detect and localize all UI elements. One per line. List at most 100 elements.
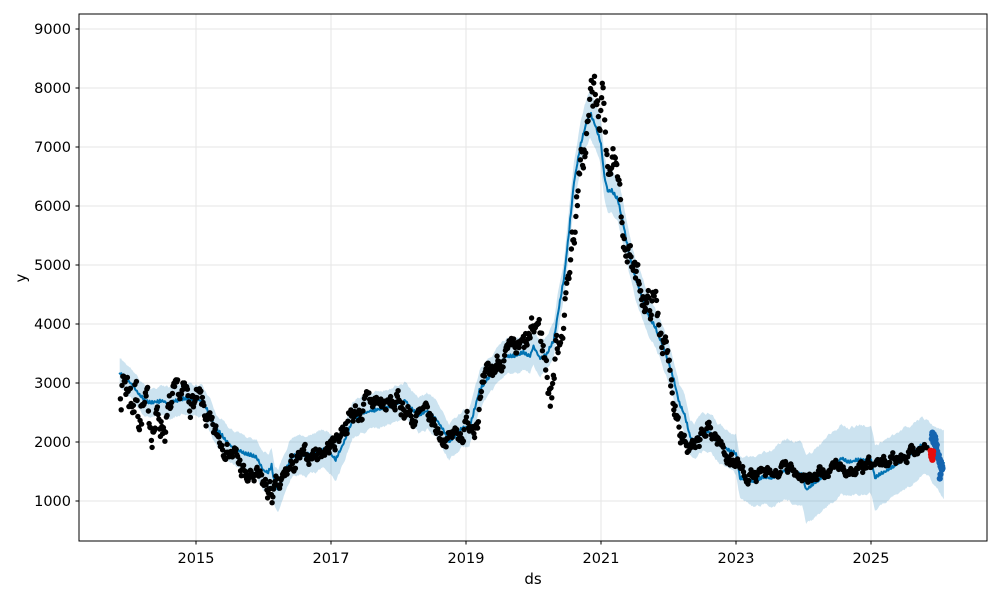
history-point: [158, 418, 164, 425]
history-point: [501, 352, 508, 359]
history-point: [628, 254, 634, 260]
history-point: [904, 459, 910, 466]
history-point: [653, 288, 659, 295]
history-point: [543, 357, 550, 364]
history-point: [500, 364, 506, 370]
history-point: [621, 235, 627, 242]
history-point: [777, 469, 783, 476]
history-point: [551, 375, 557, 382]
history-point: [696, 443, 702, 450]
history-point: [424, 404, 431, 410]
history-point: [475, 419, 482, 425]
history-point: [655, 310, 661, 316]
history-point: [254, 464, 260, 470]
history-point: [617, 196, 624, 203]
history-point: [203, 423, 209, 429]
history-point: [604, 151, 610, 158]
history-point: [720, 444, 726, 450]
axis-tick-labels: 1000 2000 3000 4000 5000 6000 7000 8000 9000 2015…: [34, 22, 889, 567]
history-point: [814, 476, 820, 483]
history-point: [597, 127, 603, 133]
history-point: [198, 388, 204, 394]
history-point: [601, 100, 607, 107]
history-point: [638, 288, 644, 294]
history-point: [194, 395, 200, 401]
history-point: [602, 117, 608, 123]
history-point: [147, 425, 154, 431]
history-point: [136, 427, 143, 433]
history-point: [890, 450, 896, 456]
history-point: [544, 374, 550, 381]
history-point: [135, 413, 141, 420]
y-tick-label: 4000: [34, 317, 71, 333]
history-point: [586, 112, 592, 119]
history-point: [461, 426, 467, 433]
history-point: [471, 430, 477, 437]
axis-ticks: [75, 28, 872, 545]
history-point: [270, 494, 276, 500]
history-point: [207, 410, 213, 416]
history-point: [148, 437, 155, 444]
history-point: [209, 414, 215, 421]
history-point: [177, 396, 183, 402]
history-point: [263, 481, 269, 488]
history-point: [659, 344, 665, 351]
history-point: [648, 312, 654, 318]
history-point: [300, 447, 307, 453]
history-point: [251, 478, 257, 484]
history-point: [736, 460, 742, 466]
history-point: [350, 418, 356, 424]
history-point: [624, 259, 630, 265]
history-point: [297, 455, 303, 461]
history-point: [399, 400, 406, 406]
x-tick-label: 2021: [583, 551, 620, 567]
history-point: [494, 353, 500, 359]
history-point: [618, 214, 624, 220]
history-point: [676, 424, 682, 430]
history-point: [910, 445, 916, 451]
history-point: [277, 481, 284, 488]
anomaly-point: [929, 456, 936, 463]
history-point: [258, 472, 265, 478]
history-point: [540, 342, 546, 349]
history-point: [513, 350, 520, 356]
recent-point: [937, 471, 944, 478]
history-point: [612, 155, 618, 161]
history-point: [237, 457, 243, 463]
history-point: [672, 403, 678, 409]
history-point: [345, 418, 351, 424]
y-tick-label: 6000: [34, 199, 71, 215]
history-point: [666, 357, 672, 363]
history-point: [562, 296, 568, 302]
y-tick-label: 9000: [34, 22, 71, 38]
history-point: [127, 385, 134, 391]
history-point: [608, 171, 614, 177]
x-tick-label: 2017: [313, 551, 350, 567]
history-point: [474, 425, 481, 431]
history-point: [707, 425, 714, 431]
history-point: [143, 393, 149, 399]
history-point: [633, 268, 639, 274]
history-point: [412, 419, 419, 425]
history-point: [438, 430, 444, 436]
uncertainty-band-area: [119, 88, 944, 524]
history-point: [164, 412, 170, 419]
history-point: [567, 257, 574, 263]
history-point: [130, 402, 137, 409]
history-point: [555, 349, 561, 356]
history-point: [572, 229, 578, 235]
history-point: [184, 386, 191, 392]
history-point: [571, 240, 578, 246]
history-point: [598, 95, 605, 101]
history-point: [359, 416, 365, 423]
history-point: [155, 411, 161, 418]
history-point: [539, 348, 546, 354]
history-point: [162, 438, 168, 444]
history-point: [561, 312, 568, 318]
history-point: [595, 113, 602, 120]
history-point: [616, 177, 622, 183]
history-point: [614, 161, 620, 168]
history-point: [481, 373, 488, 379]
anomaly-point: [929, 448, 937, 455]
